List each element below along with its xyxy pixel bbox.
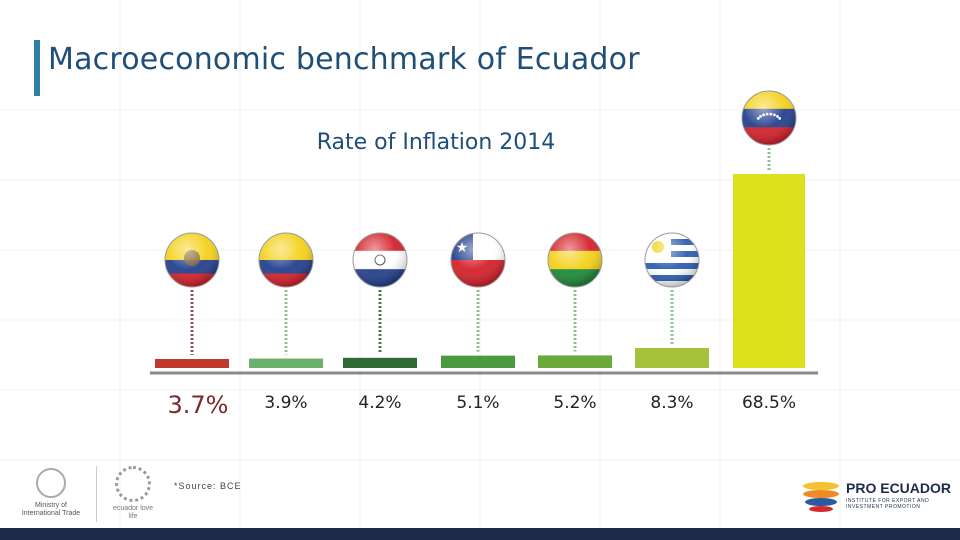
value-label-chile: 5.1% — [456, 393, 499, 413]
value-label-venezuela: 68.5% — [742, 393, 796, 413]
bar-ecuador — [155, 359, 229, 368]
page-title: Macroeconomic benchmark of Ecuador — [48, 42, 640, 77]
flag-chile-icon: ★ — [450, 232, 506, 288]
ministry-logo: Ministry of International Trade — [16, 468, 86, 518]
flag-venezuela-icon — [741, 90, 797, 146]
footer-bar — [0, 528, 960, 540]
title-accent-bar — [34, 40, 40, 96]
value-label-uruguay: 8.3% — [650, 393, 693, 413]
flag-paraguay-icon — [352, 232, 408, 288]
value-label-paraguay: 4.2% — [358, 393, 401, 413]
ecuador-brand-logo: ecuador love life — [108, 466, 158, 521]
ministry-emblem-icon — [36, 468, 66, 498]
bar-chile — [441, 355, 515, 368]
source-note: *Source: BCE — [174, 481, 242, 491]
flag-ecuador-icon — [164, 232, 220, 288]
pro-ecuador-logo: PRO ECUADOR INSTITUTE FOR EXPORT AND INV… — [800, 474, 952, 518]
bar-paraguay — [343, 357, 417, 368]
value-label-bolivia: 5.2% — [553, 393, 596, 413]
ecuador-brand-text: ecuador love life — [112, 505, 154, 520]
ecuador-sun-icon — [115, 466, 151, 502]
logo-divider — [96, 466, 97, 522]
flag-bolivia-icon — [547, 232, 603, 288]
bar-colombia — [249, 358, 323, 368]
bar-bolivia — [538, 355, 612, 368]
pro-ecuador-brand: PRO ECUADOR — [846, 480, 952, 496]
bar-venezuela — [733, 174, 805, 368]
pro-ecuador-swirl-icon — [803, 482, 839, 512]
chart-title: Rate of Inflation 2014 — [316, 130, 556, 155]
value-label-ecuador: 3.7% — [168, 391, 229, 419]
pro-ecuador-subtitle: INSTITUTE FOR EXPORT AND INVESTMENT PROM… — [846, 498, 930, 510]
flag-uruguay-icon — [644, 232, 700, 288]
value-label-colombia: 3.9% — [264, 393, 307, 413]
flag-colombia-icon — [258, 232, 314, 288]
ministry-logo-text: Ministry of International Trade — [21, 502, 81, 517]
bar-uruguay — [635, 348, 709, 368]
